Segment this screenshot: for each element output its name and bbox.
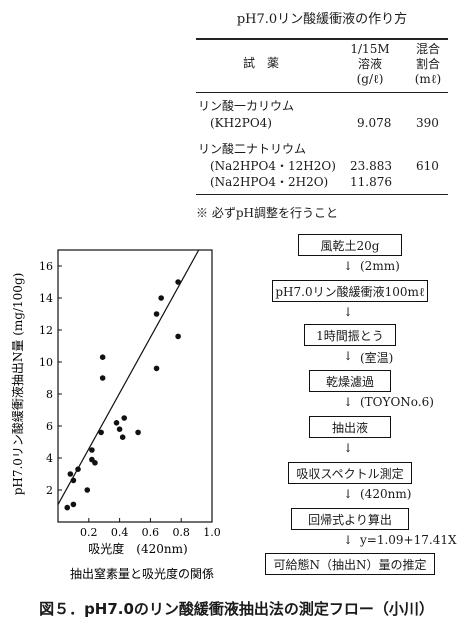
table-note: ※ 必ずpH調整を行うこと [196, 206, 338, 220]
y-tick-label: 8 [46, 388, 53, 401]
data-point [153, 311, 160, 317]
flow-label: (2mm) [360, 259, 400, 273]
row1-formula: (KH2PO4) [210, 116, 272, 130]
flow-arrow-icon: ↓ [343, 487, 354, 501]
data-point [98, 429, 104, 436]
data-point [92, 460, 98, 466]
flow-label: y=1.09+17.41X [360, 533, 457, 547]
header-ratio-line1: 混合 [415, 42, 440, 56]
data-point [116, 426, 123, 432]
x-tick-label: 0.8 [172, 526, 190, 539]
header-concentration: 1/15M 溶液 (g/ℓ) [340, 42, 400, 87]
header-concentration-line1: 1/15M [350, 42, 390, 56]
data-point [119, 434, 126, 440]
y-tick-label: 10 [39, 356, 53, 369]
data-point [89, 447, 95, 453]
data-point [99, 354, 106, 360]
flow-step: 抽出液 [309, 416, 391, 438]
y-tick-label: 12 [39, 324, 53, 337]
row1-name: リン酸一カリウム [198, 99, 295, 113]
flow-arrow-icon: ↓ [343, 305, 354, 319]
data-point [113, 420, 120, 426]
chart-caption: 抽出窒素量と吸光度の関係 [70, 566, 214, 581]
row1-ratio: 390 [416, 116, 439, 130]
x-tick-label: 1.0 [203, 526, 221, 539]
header-ratio-line2: 割合 [415, 57, 440, 71]
flow-step: 吸収スペクトル測定 [288, 462, 412, 484]
y-axis-label: pH7.0リン酸緩衝液抽出N量 (mg/100g) [10, 273, 25, 496]
header-ratio-line3: (mℓ) [414, 72, 442, 86]
row3-formula: (Na2HPO4・2H2O) [210, 175, 329, 189]
data-point [64, 504, 71, 511]
table-bottom-rule [196, 194, 448, 195]
data-point [70, 501, 77, 508]
data-point [175, 333, 181, 340]
row3-conc: 11.876 [350, 175, 392, 189]
flow-step: 乾燥濾過 [309, 370, 391, 392]
data-point [67, 471, 74, 477]
flow-arrow-icon: ↓ [343, 349, 354, 363]
row2-name: リン酸二ナトリウム [198, 142, 307, 156]
data-point [84, 487, 91, 493]
flow-arrow-icon: ↓ [343, 259, 354, 273]
figure-caption: 図５．pH7.0のリン酸緩衝液抽出法の測定フロー（小川） [39, 600, 434, 618]
data-point [121, 415, 128, 421]
header-ratio: 混合 割合 (mℓ) [408, 42, 448, 87]
header-concentration-line3: (g/ℓ) [356, 72, 384, 86]
flow-arrow-icon: ↓ [343, 395, 354, 409]
flow-arrow-icon: ↓ [343, 533, 354, 547]
data-point [135, 429, 141, 436]
header-reagent: 試 薬 [242, 56, 279, 70]
y-tick-label: 16 [39, 260, 53, 273]
data-point [99, 375, 106, 381]
x-tick-label: 0.2 [80, 526, 98, 539]
flow-label: (TOYONo.6) [360, 395, 434, 409]
y-tick-label: 14 [39, 292, 53, 305]
flow-step: 風乾土20g [298, 234, 402, 256]
y-tick-label: 6 [46, 420, 53, 433]
flow-label: (420nm) [360, 487, 412, 501]
flow-step: 1時間振とう [304, 324, 396, 346]
data-point [175, 279, 181, 285]
flow-step: 可給態N（抽出N）量の推定 [265, 553, 435, 575]
table-top-rule [196, 38, 448, 40]
scatter-chart: 0.2 0.4 0.6 0.8 1.0 2 4 6 8 10 12 14 16 pH7.0リン酸緩衝液抽… [10, 249, 221, 581]
flow-arrow-icon: ↓ [343, 441, 354, 455]
row2-ratio: 610 [416, 159, 439, 173]
table-header-rule [196, 92, 448, 93]
x-tick-label: 0.4 [111, 526, 129, 539]
recipe-title: pH7.0リン酸緩衝液の作り方 [236, 12, 408, 27]
data-point [158, 295, 164, 301]
x-tick-label: 0.6 [142, 526, 160, 539]
plot-frame [57, 249, 213, 523]
row2-conc: 23.883 [350, 159, 392, 173]
flow-label: (室温) [360, 351, 394, 365]
y-tick-label: 4 [46, 452, 53, 465]
row1-conc: 9.078 [357, 116, 392, 130]
y-tick-label: 2 [46, 484, 53, 497]
flow-step: 回帰式より算出 [291, 508, 409, 530]
x-axis-label: 吸光度 (420nm) [88, 541, 187, 556]
regression-line [57, 249, 200, 505]
row2-formula: (Na2HPO4・12H2O) [210, 159, 336, 173]
data-point [153, 365, 160, 372]
flow-step: pH7.0リン酸緩衝液100mℓ [272, 280, 428, 302]
header-concentration-line2: 溶液 [357, 57, 382, 71]
